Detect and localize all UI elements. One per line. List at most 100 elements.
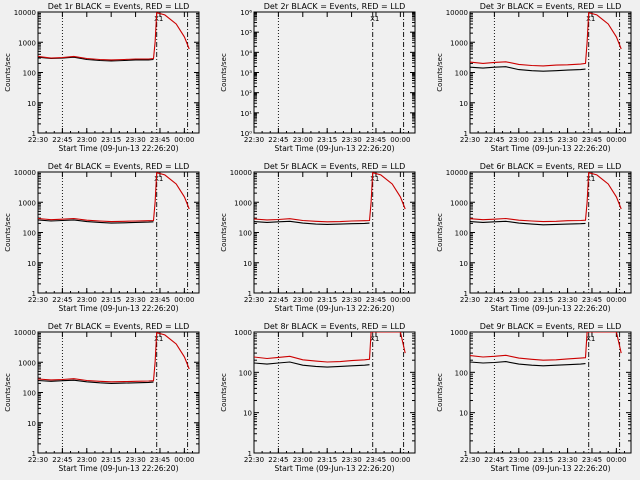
y-tick-label: 1 [464,130,468,138]
lld-series-line [38,12,190,61]
x-tick-label: 22:30 [460,456,480,464]
x-tick-label: 23:45 [150,296,170,304]
y-tick-label: 1000 [18,39,36,47]
panel-title: Det 6r BLACK = Events, RED = LLD [480,162,622,171]
x-tick-label: 23:15 [533,136,553,144]
y-axis-label: Counts/sec [220,373,228,412]
x-tick-label: 23:00 [293,136,313,144]
y-tick-label: 1000 [18,359,36,367]
events-series-line [38,219,154,224]
x-tick-label: 23:15 [533,296,553,304]
events-series-line [470,220,586,226]
y-tick-label: 1000 [234,329,252,337]
x-tick-label: 00:00 [174,456,194,464]
detector-panel: Det 6r BLACK = Events, RED = LLD 1 10 100 10… [436,162,632,313]
panel-title: Det 7r BLACK = Events, RED = LLD [48,322,190,331]
x-tick-label: 23:30 [557,136,577,144]
y-tick-label: 10 [459,410,468,418]
panel-title: Det 2r BLACK = Events, RED = LLD [264,2,406,11]
x-tick-label: 23:30 [341,136,361,144]
x-tick-label: 23:30 [557,456,577,464]
y-axis-label: Counts/sec [220,53,228,92]
x-tick-label: 23:45 [366,296,386,304]
y-tick-label: 1000 [450,199,468,207]
x-tick-label: 22:45 [484,456,504,464]
x-tick-label: 22:45 [268,136,288,144]
detector-panel: Det 4r BLACK = Events, RED = LLD 1 10 100 10… [4,162,200,313]
y-tick-label: 1 [248,450,252,458]
x-axis-label: Start Time (09-Jun-13 22:26:20) [275,144,395,153]
y-tick-label: 1 [32,450,36,458]
detector-panel: Det 1r BLACK = Events, RED = LLD 1 10 100 10… [4,2,200,153]
y-tick-label: 100 [239,230,252,238]
x-tick-label: 22:30 [28,136,48,144]
panel-title: Det 4r BLACK = Events, RED = LLD [48,162,190,171]
x-tick-label: 22:45 [52,296,72,304]
x-tick-label: 22:45 [268,456,288,464]
event-marker-label: X1 [586,15,595,23]
x-tick-label: 23:45 [150,136,170,144]
x-tick-label: 22:45 [52,136,72,144]
y-tick-label: 100 [455,230,468,238]
y-tick-label: 1 [464,450,468,458]
lld-series-line [38,332,190,383]
y-tick-label: 10⁵ [240,29,252,37]
x-tick-label: 22:30 [244,296,264,304]
plot-frame [253,331,416,454]
plot-frame [469,331,632,454]
y-tick-label: 10 [27,420,36,428]
x-tick-label: 23:00 [509,296,529,304]
panel-title: Det 5r BLACK = Events, RED = LLD [264,162,406,171]
lld-series-line [254,172,406,223]
y-tick-label: 1000 [18,199,36,207]
x-tick-label: 23:45 [582,136,602,144]
panel-title: Det 1r BLACK = Events, RED = LLD [48,2,190,11]
y-tick-label: 1 [248,290,252,298]
x-tick-label: 00:00 [174,296,194,304]
y-tick-label: 10⁶ [240,9,252,17]
lld-series-line [470,332,622,361]
x-tick-label: 23:45 [150,456,170,464]
x-axis-label: Start Time (09-Jun-13 22:26:20) [491,304,611,313]
y-tick-label: 10¹ [240,110,252,118]
event-marker-label: X1 [586,175,595,183]
x-tick-label: 23:15 [101,456,121,464]
x-axis-label: Start Time (09-Jun-13 22:26:20) [59,304,179,313]
y-tick-label: 10000 [446,169,468,177]
event-marker-label: X1 [586,335,595,343]
y-tick-label: 10 [27,260,36,268]
y-axis-label: Counts/sec [4,53,12,92]
x-tick-label: 22:30 [244,136,264,144]
y-axis-label: Counts/sec [220,213,228,252]
y-tick-label: 10 [27,100,36,108]
x-axis-label: Start Time (09-Jun-13 22:26:20) [59,144,179,153]
x-tick-label: 23:30 [341,456,361,464]
events-series-line [38,379,154,384]
y-tick-label: 10⁴ [240,49,252,57]
panel-title: Det 9r BLACK = Events, RED = LLD [480,322,622,331]
y-tick-label: 1 [464,290,468,298]
events-series-line [254,220,370,225]
x-tick-label: 22:30 [460,136,480,144]
x-tick-label: 22:45 [52,456,72,464]
x-tick-label: 23:00 [77,136,97,144]
x-tick-label: 22:45 [484,136,504,144]
event-marker-label: X1 [370,15,379,23]
y-tick-label: 1000 [450,329,468,337]
x-tick-label: 00:00 [390,456,410,464]
x-tick-label: 23:45 [582,296,602,304]
detector-panel: Det 5r BLACK = Events, RED = LLD 1 10 100 10… [220,162,416,313]
y-tick-label: 100 [455,70,468,78]
x-tick-label: 23:30 [125,456,145,464]
x-axis-label: Start Time (09-Jun-13 22:26:20) [491,144,611,153]
x-tick-label: 23:00 [293,296,313,304]
x-tick-label: 00:00 [606,136,626,144]
y-tick-label: 10 [459,260,468,268]
x-tick-label: 23:15 [317,296,337,304]
panel-title: Det 3r BLACK = Events, RED = LLD [480,2,622,11]
events-series-line [470,361,586,367]
x-tick-label: 22:30 [244,456,264,464]
event-marker-label: X1 [370,175,379,183]
